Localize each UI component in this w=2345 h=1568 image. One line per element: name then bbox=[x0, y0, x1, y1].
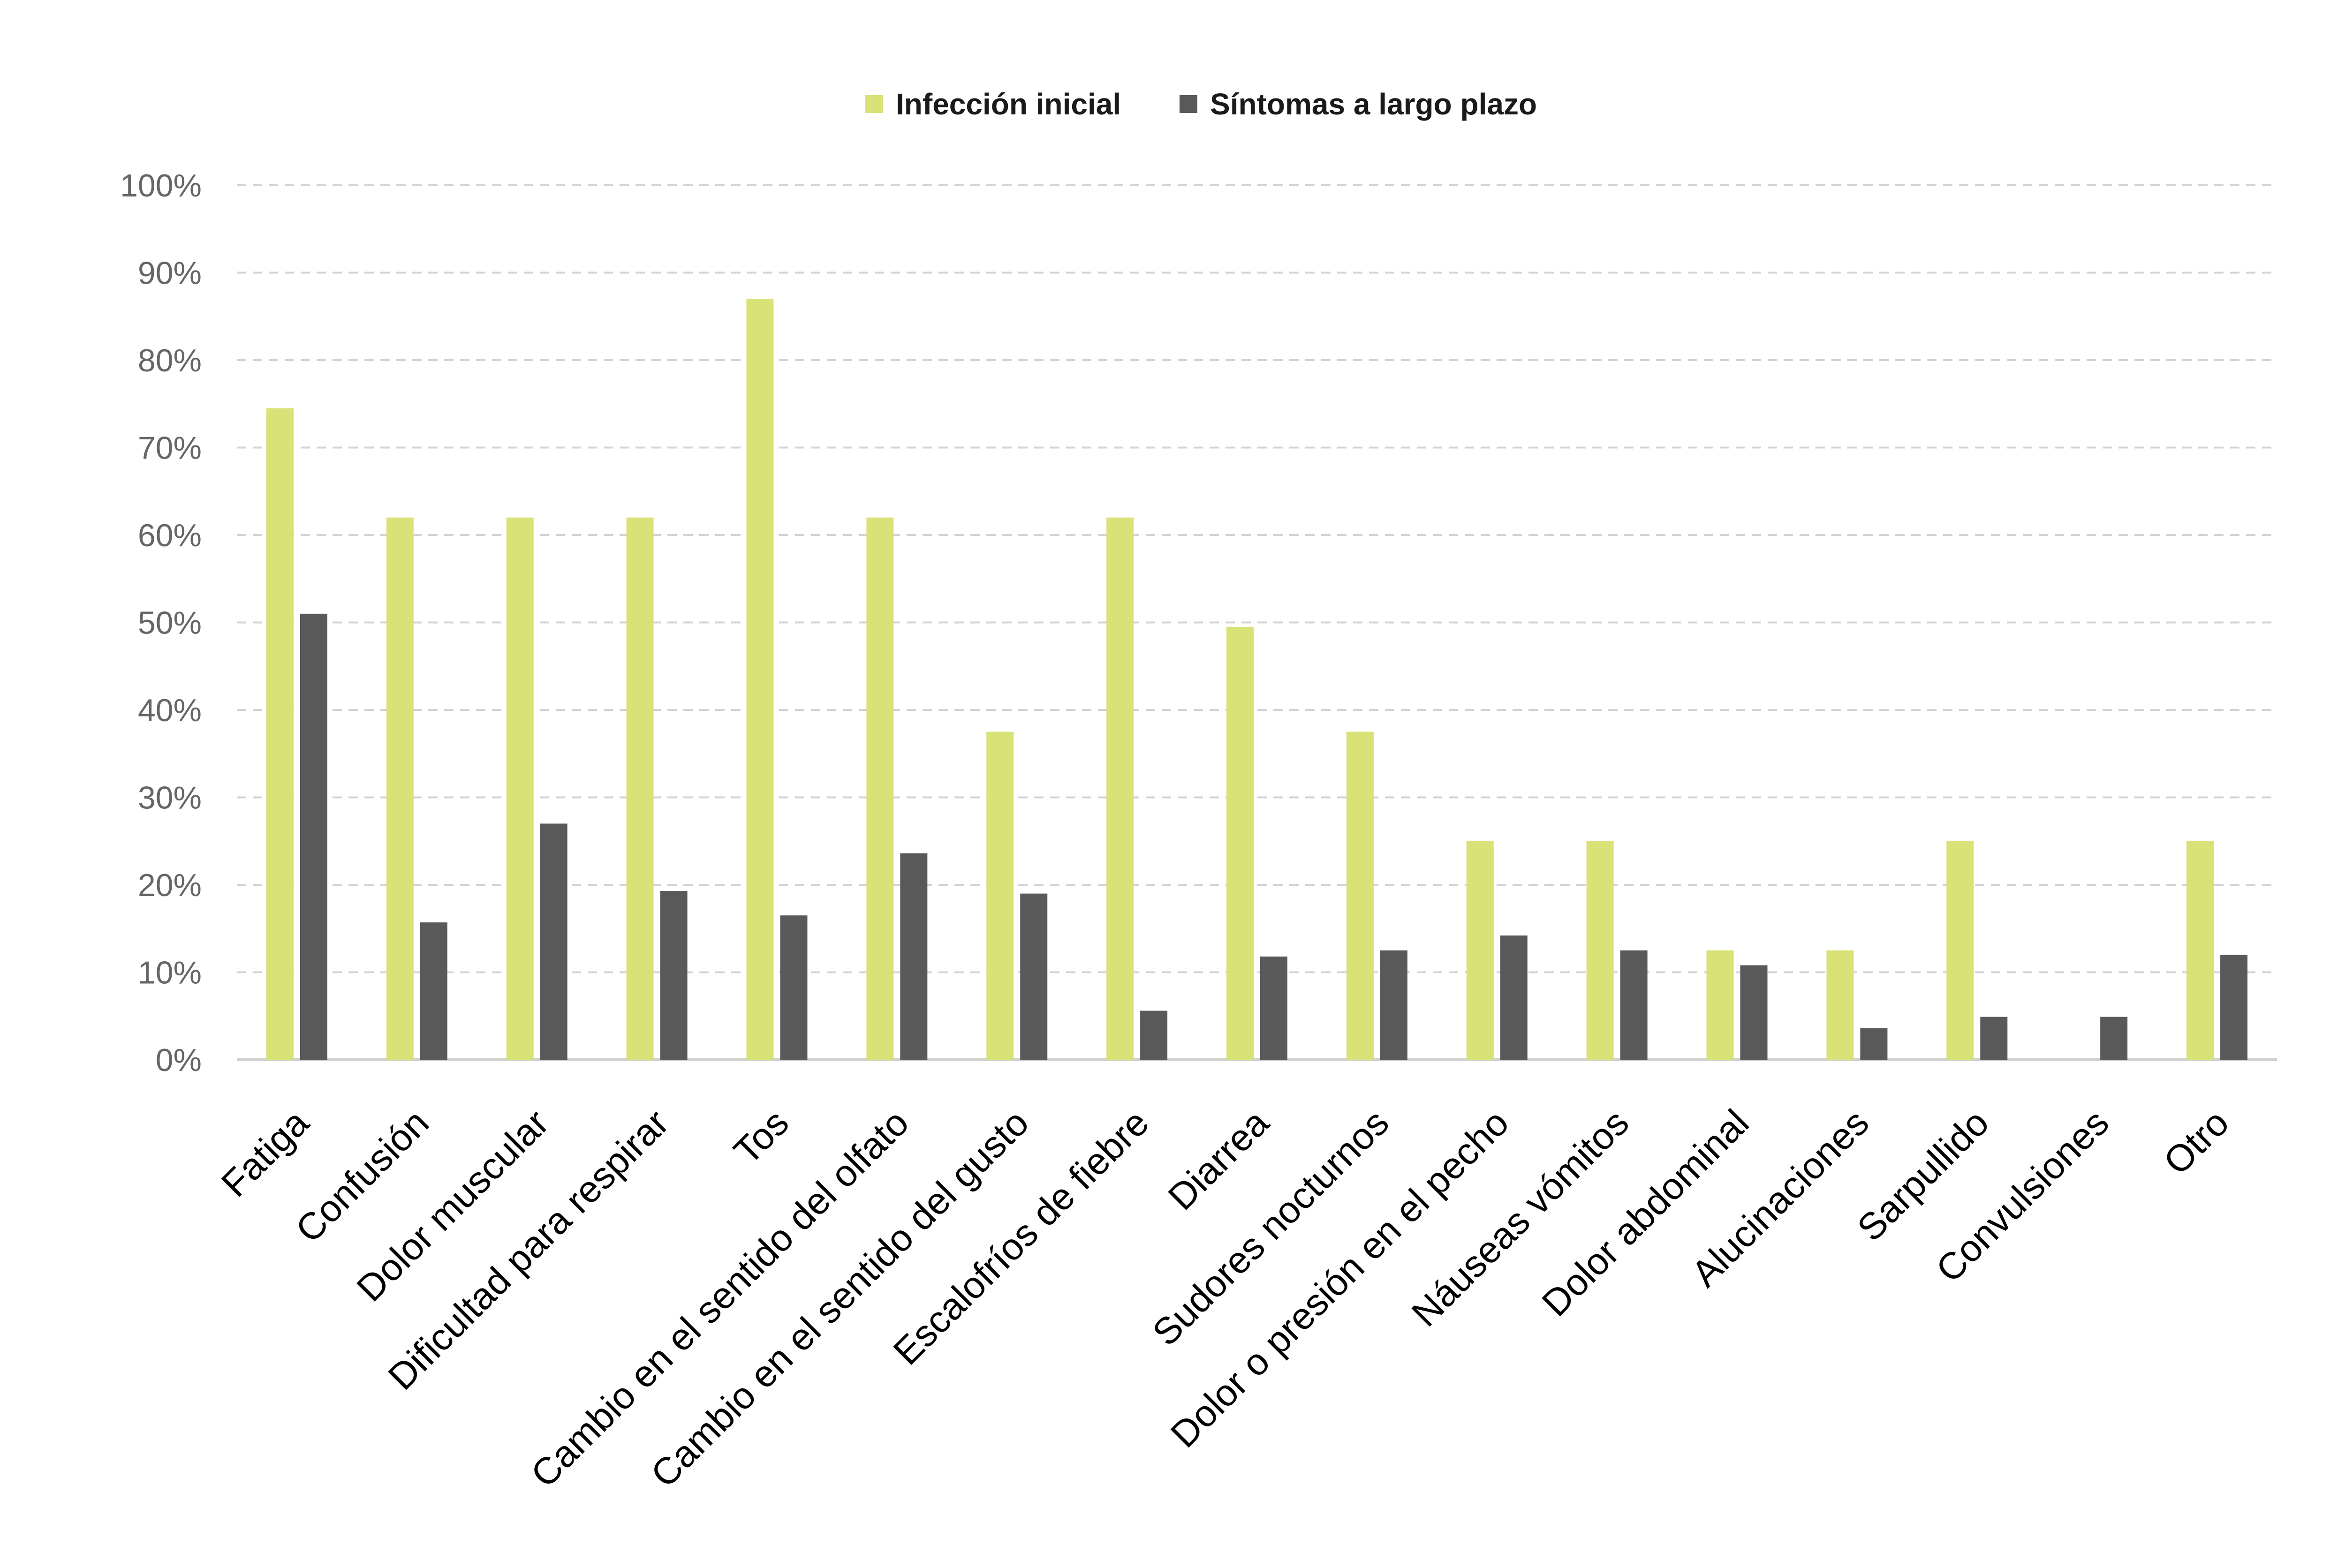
bar-sintomas-largo-plazo bbox=[1740, 965, 1768, 1060]
bar-infeccion-inicial bbox=[386, 517, 414, 1060]
y-tick-label: 60% bbox=[138, 518, 202, 553]
bar-sintomas-largo-plazo bbox=[420, 922, 447, 1060]
y-tick-label: 40% bbox=[138, 693, 202, 728]
bar-sintomas-largo-plazo bbox=[2220, 955, 2248, 1060]
legend-label: Síntomas a largo plazo bbox=[1210, 87, 1537, 121]
y-tick-label: 50% bbox=[138, 605, 202, 641]
y-tick-label: 0% bbox=[156, 1042, 202, 1078]
bar-sintomas-largo-plazo bbox=[1620, 950, 1648, 1060]
legend-item-infeccion-inicial: Infección inicial bbox=[865, 87, 1121, 121]
bar-infeccion-inicial bbox=[866, 517, 894, 1060]
x-category-label: Fatiga bbox=[213, 1101, 317, 1205]
bar-sintomas-largo-plazo bbox=[900, 853, 928, 1060]
bar-infeccion-inicial bbox=[1706, 950, 1734, 1060]
bar-sintomas-largo-plazo bbox=[1260, 956, 1287, 1060]
y-tick-label: 80% bbox=[138, 343, 202, 378]
bar-infeccion-inicial bbox=[1946, 841, 1974, 1060]
bar-sintomas-largo-plazo bbox=[660, 891, 688, 1060]
y-tick-label: 20% bbox=[138, 867, 202, 903]
bar-sintomas-largo-plazo bbox=[1140, 1010, 1168, 1060]
bar-infeccion-inicial bbox=[1346, 731, 1374, 1060]
bar-infeccion-inicial bbox=[1826, 950, 1854, 1060]
legend-item-sintomas-largo-plazo: Síntomas a largo plazo bbox=[1180, 87, 1537, 121]
bar-sintomas-largo-plazo bbox=[300, 613, 327, 1060]
y-tick-label: 90% bbox=[138, 256, 202, 291]
x-category-label: Diarrea bbox=[1160, 1101, 1277, 1218]
y-tick-label: 10% bbox=[138, 955, 202, 991]
bar-infeccion-inicial bbox=[626, 517, 654, 1060]
bar-sintomas-largo-plazo bbox=[1020, 893, 1048, 1060]
bars bbox=[266, 299, 2248, 1060]
y-tick-label: 30% bbox=[138, 780, 202, 816]
bar-infeccion-inicial bbox=[1106, 517, 1134, 1060]
y-tick-label: 100% bbox=[120, 168, 202, 204]
bar-infeccion-inicial bbox=[266, 408, 294, 1060]
legend-swatch bbox=[1180, 95, 1197, 113]
bar-sintomas-largo-plazo bbox=[1380, 950, 1407, 1060]
bar-sintomas-largo-plazo bbox=[780, 915, 808, 1060]
bar-infeccion-inicial bbox=[746, 299, 774, 1060]
bar-infeccion-inicial bbox=[1586, 841, 1614, 1060]
x-category-label: Náuseas vómitos bbox=[1404, 1101, 1637, 1334]
y-tick-label: 70% bbox=[138, 430, 202, 466]
x-category-label: Sudores nocturnos bbox=[1144, 1101, 1397, 1354]
bar-sintomas-largo-plazo bbox=[2100, 1017, 2128, 1060]
bar-infeccion-inicial bbox=[2186, 841, 2214, 1060]
bar-sintomas-largo-plazo bbox=[540, 823, 567, 1060]
x-category-label: Dolor abdominal bbox=[1534, 1101, 1757, 1324]
bar-sintomas-largo-plazo bbox=[1500, 935, 1528, 1060]
bar-infeccion-inicial bbox=[1226, 626, 1254, 1060]
x-category-label: Otro bbox=[2156, 1101, 2237, 1183]
bar-infeccion-inicial bbox=[506, 517, 534, 1060]
legend-label: Infección inicial bbox=[896, 87, 1121, 121]
bar-sintomas-largo-plazo bbox=[1860, 1028, 1888, 1060]
x-category-label: Tos bbox=[726, 1101, 797, 1172]
y-axis-tick-labels: 0% 10% 20% 30% 40% 50% 60% 70% 80% 90% 100% bbox=[120, 168, 202, 1078]
legend-swatch bbox=[865, 95, 883, 113]
bar-infeccion-inicial bbox=[1466, 841, 1494, 1060]
legend: Infección inicial Síntomas a largo plazo bbox=[865, 87, 1537, 121]
bar-sintomas-largo-plazo bbox=[1980, 1017, 2008, 1060]
bar-infeccion-inicial bbox=[986, 731, 1014, 1060]
gridlines bbox=[237, 184, 2277, 1061]
